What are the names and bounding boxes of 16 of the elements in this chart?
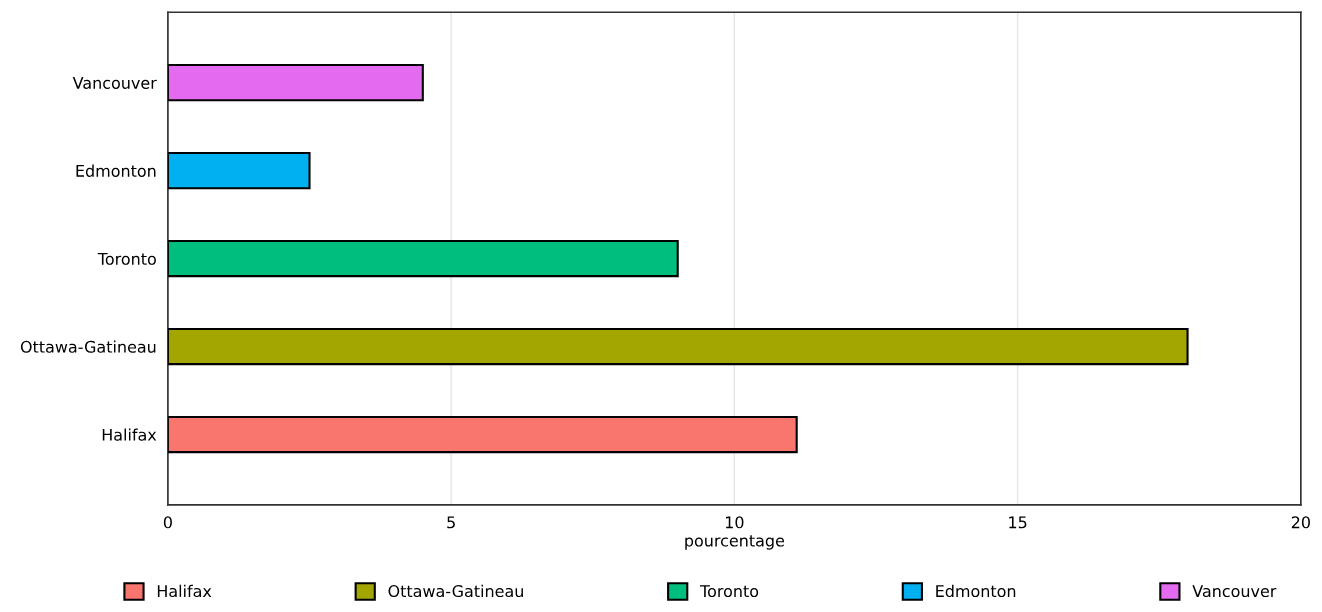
y-tick-label: Edmonton (76, 164, 156, 177)
legend-label: Ottawa-Gatineau (388, 584, 523, 598)
x-tick-label: 0 (163, 516, 172, 529)
x-tick-label: 5 (447, 516, 455, 529)
y-tick-label: Ottawa-Gatineau (20, 340, 156, 353)
legend-label: Vancouver (1192, 585, 1277, 598)
y-tick-label: Vancouver (72, 77, 157, 89)
y-tick-label: Halifax (102, 428, 157, 441)
x-tick-label: 15 (1009, 516, 1027, 529)
legend-label: Toronto (700, 585, 759, 598)
x-tick-label: 20 (1291, 516, 1310, 529)
x-axis-title: pourcentage (685, 535, 785, 550)
legend-label: Edmonton (936, 584, 1016, 598)
x-tick-label: 10 (725, 516, 744, 529)
y-tick-label: Toronto (97, 252, 156, 265)
legend-label: Halifax (157, 584, 212, 598)
